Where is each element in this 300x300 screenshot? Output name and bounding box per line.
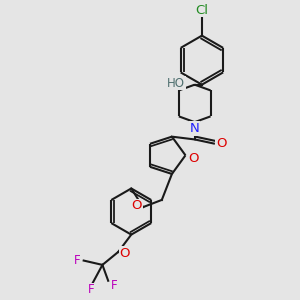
Text: F: F	[111, 279, 117, 292]
Text: HO: HO	[167, 77, 185, 90]
Text: N: N	[190, 122, 200, 135]
Text: O: O	[119, 247, 130, 260]
Text: Cl: Cl	[195, 4, 208, 17]
Text: O: O	[131, 199, 142, 212]
Text: F: F	[88, 284, 94, 296]
Text: O: O	[188, 152, 199, 165]
Text: O: O	[216, 137, 226, 150]
Text: F: F	[74, 254, 81, 267]
